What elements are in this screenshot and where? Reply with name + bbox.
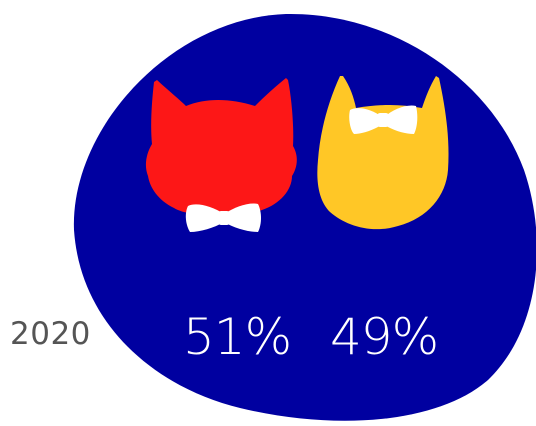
left-percentage-label: 51% xyxy=(183,308,292,366)
right-percentage-label: 49% xyxy=(330,308,439,366)
year-label: 2020 xyxy=(10,316,91,352)
yellow-cat-head-icon xyxy=(317,76,449,230)
bow-tie-icon xyxy=(185,203,261,232)
blue-blob-background xyxy=(73,13,536,421)
bow-tie-icon xyxy=(349,105,418,134)
red-cat-head-icon xyxy=(145,78,297,232)
